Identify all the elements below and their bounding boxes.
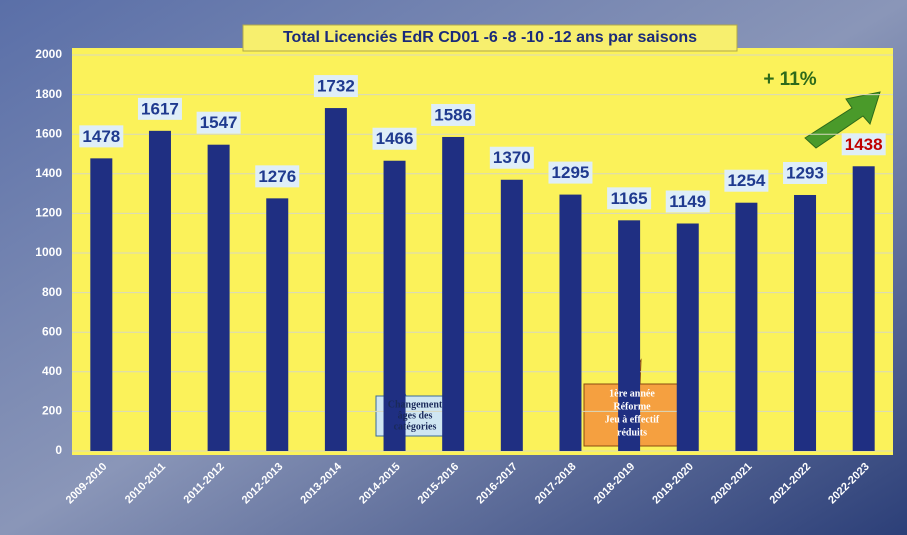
value-label: 1617 (141, 99, 179, 118)
value-label: 1370 (493, 148, 531, 167)
y-tick-label: 1000 (35, 245, 62, 259)
bar (559, 195, 581, 451)
value-label: 1165 (611, 189, 648, 208)
value-label: 1732 (317, 77, 355, 96)
callout-text: catégories (394, 421, 437, 432)
callout-text: Réforme (613, 401, 651, 412)
y-tick-label: 600 (42, 324, 62, 338)
bar (208, 145, 230, 451)
y-tick-label: 1600 (35, 126, 62, 140)
value-label: 1276 (258, 167, 296, 186)
bar (501, 180, 523, 451)
value-label: 1478 (82, 127, 120, 146)
callout-text: 1ère année (609, 388, 655, 399)
bar (794, 195, 816, 451)
y-tick-label: 1200 (35, 206, 62, 220)
value-label: 1586 (434, 105, 472, 124)
y-tick-label: 0 (55, 443, 62, 457)
y-tick-label: 1400 (35, 166, 62, 180)
chart: Total Licenciés EdR CD01 -6 -8 -10 -12 a… (0, 0, 907, 535)
bar (853, 166, 875, 451)
bar (677, 223, 699, 451)
bar (90, 158, 112, 451)
y-tick-label: 2000 (35, 47, 62, 61)
bar (442, 137, 464, 451)
plot-area (72, 48, 893, 455)
callout-text: réduits (617, 427, 647, 438)
y-tick-label: 800 (42, 285, 62, 299)
bar (149, 131, 171, 451)
value-label: 1466 (376, 129, 414, 148)
y-tick-label: 400 (42, 364, 62, 378)
bar (325, 108, 347, 451)
value-label: 1547 (200, 113, 238, 132)
value-label: 1293 (786, 163, 824, 182)
callout-text: Changement (388, 399, 443, 410)
value-label: 1295 (552, 163, 590, 182)
value-label: 1438 (845, 135, 883, 154)
bar (266, 198, 288, 451)
value-label: 1149 (669, 192, 706, 211)
growth-label: + 11% (763, 69, 816, 90)
bar (735, 203, 757, 451)
chart-title: Total Licenciés EdR CD01 -6 -8 -10 -12 a… (283, 29, 697, 46)
callout-text: Jeu à effectif (605, 414, 660, 425)
callout-text: âges des (398, 410, 433, 421)
y-tick-label: 200 (42, 404, 62, 418)
y-tick-label: 1800 (35, 87, 62, 101)
value-label: 1254 (727, 171, 765, 190)
